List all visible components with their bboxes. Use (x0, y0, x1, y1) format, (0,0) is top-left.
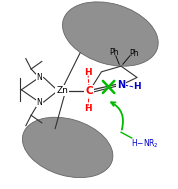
Ellipse shape (62, 2, 158, 66)
Text: H: H (133, 82, 141, 91)
Text: N: N (36, 98, 42, 107)
Text: Zn: Zn (56, 86, 68, 95)
FancyArrowPatch shape (111, 102, 123, 130)
Text: N: N (117, 80, 125, 90)
Text: H$-$NR$_2$: H$-$NR$_2$ (131, 137, 159, 150)
Text: N: N (36, 73, 42, 82)
Text: H: H (84, 68, 92, 77)
Text: Ph: Ph (109, 48, 119, 57)
Text: Ph: Ph (129, 49, 138, 58)
Text: C: C (85, 86, 93, 96)
Text: H: H (84, 104, 92, 113)
Ellipse shape (22, 117, 113, 178)
